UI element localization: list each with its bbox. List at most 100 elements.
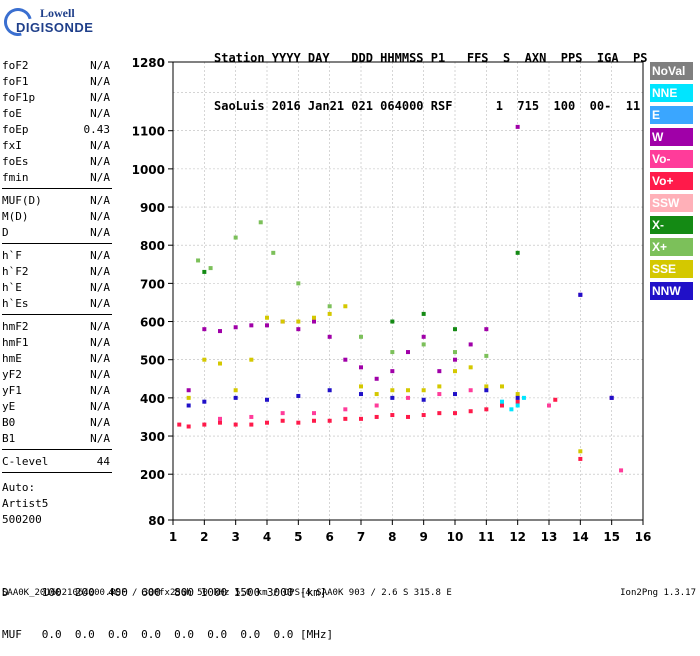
param-value: N/A — [90, 155, 110, 168]
data-point — [468, 365, 473, 370]
param-value: N/A — [90, 281, 110, 294]
data-point — [390, 395, 395, 400]
data-point — [218, 416, 222, 421]
param-row-MUFD: MUF(D) N/A — [2, 193, 112, 209]
header-row-2: SaoLuis 2016 Jan21 021 064000 RSF 1 715 … — [214, 99, 641, 113]
y-tick-label: 600 — [140, 316, 165, 330]
param-row-hmF1: hmF1 N/A — [2, 335, 112, 351]
param-value: N/A — [90, 368, 110, 381]
parameters-panel: foF2 N/A foF1 N/A foF1p N/A foE N/A foEp 0.43 fxI N… — [2, 58, 112, 477]
logo-line2: DIGISONDE — [16, 20, 94, 35]
param-name: D — [2, 226, 9, 239]
data-point — [265, 420, 269, 425]
plot-grid — [172, 61, 644, 521]
param-row-foF2: foF2 N/A — [2, 58, 112, 74]
data-point — [609, 395, 614, 400]
param-row-D: D N/A — [2, 225, 112, 241]
data-point — [453, 350, 457, 355]
series-x — [202, 250, 520, 332]
param-name: foF1 — [2, 75, 29, 88]
param-name: M(D) — [2, 210, 29, 223]
x-tick-label: 5 — [294, 530, 302, 544]
data-point — [421, 413, 426, 418]
param-row-hF2: h`F2 N/A — [2, 264, 112, 280]
param-name: h`E — [2, 281, 22, 294]
data-point — [343, 407, 348, 412]
data-point — [186, 403, 191, 408]
data-point — [500, 384, 504, 389]
data-point — [280, 411, 285, 416]
data-point — [390, 369, 395, 374]
x-tick-label: 16 — [635, 530, 652, 544]
auto-label: Auto: — [2, 481, 36, 494]
data-point — [359, 392, 363, 397]
data-point — [265, 397, 269, 402]
param-row-hE: h`E N/A — [2, 280, 112, 296]
header-row-1: Station YYYY DAY DDD HHMMSS P1 FFS S AXN… — [214, 51, 648, 65]
y-tick-label: 200 — [140, 468, 165, 482]
param-value: N/A — [90, 194, 110, 207]
x-tick-label: 13 — [541, 530, 558, 544]
legend-item-nne: NNE — [650, 84, 693, 102]
lowell-digisonde-logo: Lowell DIGISONDE — [0, 2, 93, 48]
legend-item-ssw: SSW — [650, 194, 693, 212]
param-name: hmF2 — [2, 320, 29, 333]
data-point — [390, 388, 395, 393]
data-point — [249, 422, 254, 427]
legend-item-w: W — [650, 128, 693, 146]
param-separator — [2, 188, 112, 189]
data-point — [406, 388, 410, 393]
plot-axes: 1 2 3 4 5 6 7 8 9 10 11 12 13 14 15 1680200300400500600… — [132, 56, 652, 544]
param-name: foEp — [2, 123, 29, 136]
ionogram-plot: 1 2 3 4 5 6 7 8 9 10 11 12 13 14 15 1680200300400500600… — [132, 56, 652, 544]
data-point — [500, 399, 504, 404]
data-point — [578, 292, 583, 297]
legend-item-noval: NoVal — [650, 62, 693, 80]
data-point — [390, 413, 395, 418]
data-point — [374, 403, 379, 408]
data-point — [249, 414, 254, 419]
param-row-foE: foE N/A — [2, 106, 112, 122]
data-point — [296, 319, 301, 324]
data-point — [437, 411, 442, 416]
param-name: h`F — [2, 249, 22, 262]
legend-item-nnw: NNW — [650, 282, 693, 300]
auto-code: 500200 — [2, 513, 42, 526]
data-point — [202, 399, 207, 404]
param-name: hmF1 — [2, 336, 29, 349]
series-sse — [186, 304, 583, 454]
data-point — [233, 235, 238, 240]
data-point — [421, 397, 426, 402]
data-point — [202, 269, 207, 274]
legend-item-vo: Vo- — [650, 150, 693, 168]
param-name: yF2 — [2, 368, 22, 381]
param-value: N/A — [90, 139, 110, 152]
data-point — [521, 395, 526, 400]
x-tick-label: 3 — [231, 530, 239, 544]
y-tick-label: 1280 — [132, 56, 165, 70]
param-name: foEs — [2, 155, 29, 168]
y-tick-label: 800 — [140, 239, 165, 253]
data-point — [249, 323, 254, 328]
data-point — [406, 395, 410, 400]
data-point — [509, 407, 514, 412]
data-point — [468, 342, 473, 347]
x-tick-label: 12 — [509, 530, 526, 544]
data-point — [437, 392, 442, 397]
data-point — [484, 384, 489, 389]
plot-frame — [172, 61, 644, 521]
param-name: fmin — [2, 171, 29, 184]
param-name: MUF(D) — [2, 194, 42, 207]
data-point — [202, 327, 207, 332]
x-tick-label: 14 — [572, 530, 589, 544]
param-name: foF2 — [2, 59, 29, 72]
param-value: N/A — [90, 249, 110, 262]
data-point — [296, 327, 301, 332]
data-point — [312, 315, 316, 320]
data-point — [202, 357, 207, 362]
data-point — [437, 384, 442, 389]
data-point — [233, 422, 238, 427]
x-tick-label: 2 — [200, 530, 208, 544]
data-point — [312, 418, 316, 423]
param-name: B0 — [2, 416, 16, 429]
